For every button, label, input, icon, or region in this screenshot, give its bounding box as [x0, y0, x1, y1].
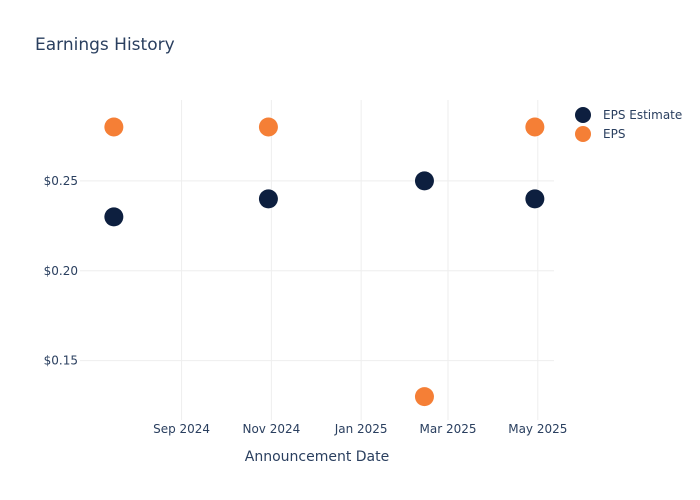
legend-marker: [575, 107, 591, 123]
eps-estimate-point[interactable]: [104, 207, 124, 227]
y-tick-label: $0.25: [44, 174, 78, 188]
y-tick-label: $0.15: [44, 354, 78, 368]
x-tick-label: Jan 2025: [334, 422, 388, 436]
x-axis-ticks: Sep 2024 Nov 2024 Jan 2025 Mar 2025 May 2025: [153, 422, 567, 436]
eps-point[interactable]: [258, 117, 278, 137]
eps-point[interactable]: [525, 117, 545, 137]
x-tick-label: Sep 2024: [153, 422, 210, 436]
y-axis-ticks: $0.15 $0.20 $0.25: [44, 174, 78, 368]
eps-point[interactable]: [414, 387, 434, 407]
legend-label: EPS: [603, 127, 625, 141]
legend-marker: [575, 126, 591, 142]
legend[interactable]: EPS Estimate EPS: [575, 107, 682, 142]
legend-label: EPS Estimate: [603, 108, 682, 122]
eps-point[interactable]: [104, 117, 124, 137]
eps-estimate-point[interactable]: [525, 189, 545, 209]
eps-estimate-point[interactable]: [258, 189, 278, 209]
x-tick-label: Nov 2024: [242, 422, 300, 436]
legend-item-eps[interactable]: EPS: [575, 126, 625, 142]
x-axis-title: Announcement Date: [245, 449, 389, 465]
x-tick-label: Mar 2025: [420, 422, 477, 436]
eps-estimate-point[interactable]: [414, 171, 434, 191]
x-tick-label: May 2025: [508, 422, 567, 436]
data-points: [104, 117, 545, 407]
chart-title: Earnings History: [35, 35, 175, 55]
legend-item-eps-estimate[interactable]: EPS Estimate: [575, 107, 682, 123]
grid-lines: [80, 100, 554, 420]
y-tick-label: $0.20: [44, 264, 78, 278]
